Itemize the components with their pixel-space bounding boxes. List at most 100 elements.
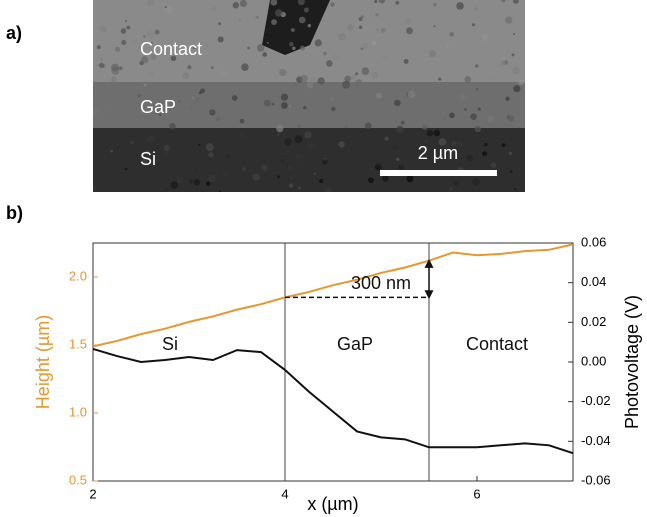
texture	[218, 22, 222, 26]
y2-tick-label: -0.02	[581, 393, 611, 408]
texture	[332, 53, 339, 60]
texture	[355, 79, 363, 87]
texture	[288, 183, 294, 188]
texture	[361, 67, 370, 76]
y-tick-label: 1.0	[69, 404, 87, 419]
texture	[487, 115, 494, 123]
y-tick-label: 0.5	[69, 472, 87, 487]
texture	[209, 109, 216, 116]
texture	[93, 92, 95, 95]
texture	[471, 23, 476, 27]
texture	[100, 58, 103, 61]
texture	[239, 0, 247, 8]
texture	[145, 150, 149, 155]
texture	[426, 129, 434, 137]
texture	[114, 46, 121, 52]
texture	[133, 39, 137, 43]
texture	[311, 47, 318, 54]
annotation: Contact	[466, 334, 528, 354]
texture	[513, 85, 521, 93]
texture	[231, 95, 238, 101]
texture	[500, 55, 507, 62]
texture	[286, 164, 289, 168]
region-label: Contact	[140, 39, 202, 59]
texture	[151, 48, 154, 51]
texture	[438, 138, 447, 146]
texture	[290, 28, 295, 32]
panel-label: a)	[6, 23, 22, 43]
texture	[165, 5, 174, 14]
texture	[449, 31, 454, 37]
texture	[505, 96, 510, 101]
texture	[287, 165, 293, 170]
texture	[513, 187, 517, 191]
texture	[433, 129, 441, 137]
texture	[344, 75, 351, 83]
texture	[472, 178, 480, 186]
texture	[124, 19, 128, 23]
texture	[303, 105, 307, 110]
texture	[189, 107, 193, 110]
annotation: 300 nm	[351, 273, 411, 293]
texture	[196, 98, 200, 102]
texture	[392, 144, 398, 150]
texture	[482, 151, 487, 157]
texture	[362, 42, 368, 49]
texture	[161, 0, 170, 5]
texture	[304, 131, 312, 139]
texture	[331, 106, 336, 112]
texture	[143, 83, 147, 87]
texture	[406, 27, 414, 35]
texture	[292, 46, 296, 51]
texture	[518, 79, 525, 85]
texture	[476, 88, 479, 91]
texture	[368, 177, 374, 184]
texture	[484, 142, 488, 147]
texture	[490, 162, 497, 169]
texture	[322, 159, 328, 165]
texture	[146, 30, 154, 39]
texture	[232, 2, 240, 9]
y2-tick-label: 0.06	[581, 234, 606, 249]
texture	[374, 163, 382, 171]
texture	[364, 122, 372, 130]
texture	[400, 120, 405, 125]
texture	[118, 66, 123, 71]
texture	[307, 142, 315, 149]
texture	[474, 125, 482, 133]
texture	[307, 23, 311, 28]
texture	[466, 154, 474, 162]
texture	[406, 175, 414, 183]
texture	[100, 26, 107, 33]
texture	[271, 19, 277, 26]
texture	[371, 40, 377, 46]
texture	[149, 71, 154, 76]
texture	[317, 77, 325, 85]
texture	[164, 187, 169, 191]
texture	[345, 125, 348, 129]
texture	[403, 58, 409, 64]
texture	[219, 190, 222, 192]
texture	[111, 63, 119, 72]
texture	[147, 0, 155, 7]
texture	[490, 75, 495, 80]
texture	[456, 2, 464, 10]
texture	[449, 187, 453, 191]
scale-bar-label: 2 µm	[418, 143, 458, 163]
texture	[294, 135, 303, 144]
texture	[276, 125, 284, 133]
x-tick-label: 6	[473, 486, 480, 501]
texture	[299, 45, 305, 51]
texture	[508, 115, 515, 122]
texture	[110, 149, 113, 153]
panel-label: b)	[6, 203, 23, 223]
texture	[384, 136, 389, 141]
texture	[96, 45, 101, 50]
texture	[96, 64, 100, 67]
texture	[208, 182, 212, 186]
texture	[120, 28, 127, 34]
texture	[303, 7, 309, 13]
texture	[143, 35, 146, 38]
texture	[191, 96, 194, 99]
texture	[313, 172, 316, 175]
